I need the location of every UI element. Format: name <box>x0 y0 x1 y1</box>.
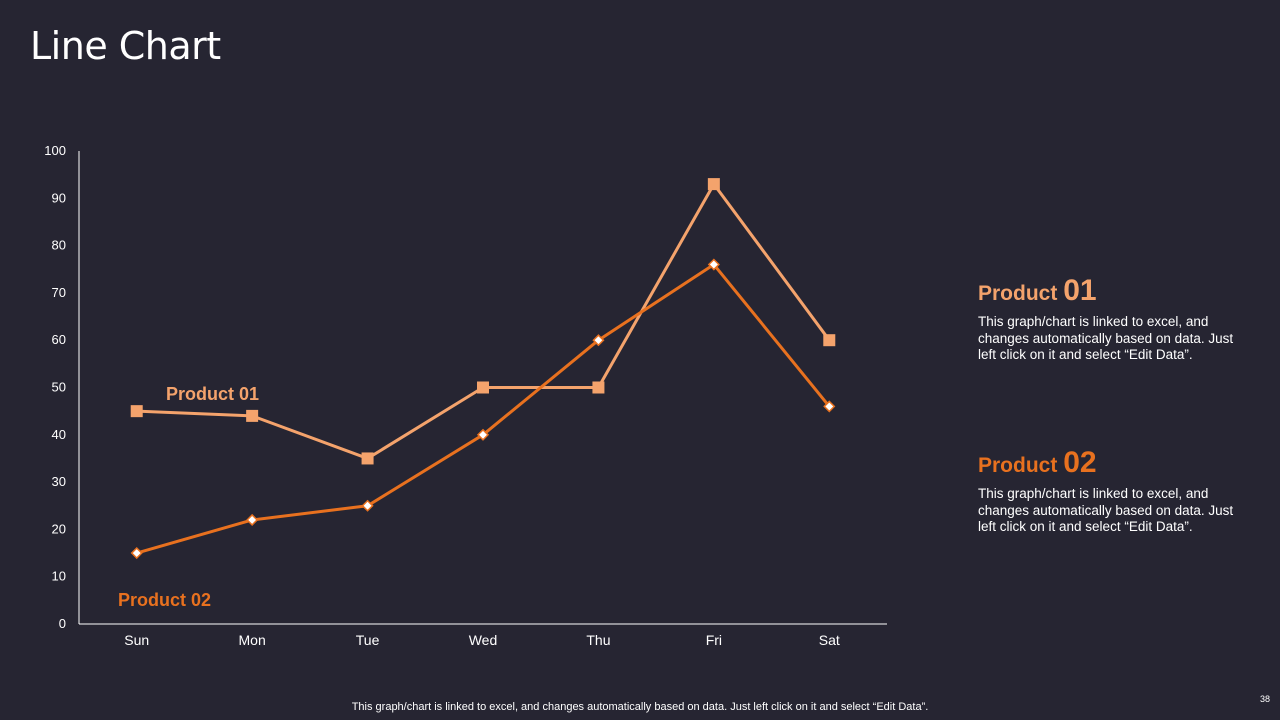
data-point-product-01 <box>823 334 836 347</box>
y-tick-label: 20 <box>52 521 66 536</box>
data-point-product-01 <box>130 405 143 418</box>
data-point-product-01 <box>361 452 374 465</box>
footer-note: This graph/chart is linked to excel, and… <box>351 701 929 713</box>
y-tick-label: 30 <box>52 474 66 489</box>
series-label-product-01: Product 01 <box>166 384 259 404</box>
series-line-product-01 <box>136 182 831 460</box>
y-tick-label: 80 <box>52 238 66 253</box>
slide-title: Line Chart <box>30 24 221 68</box>
y-tick-label: 50 <box>52 380 66 395</box>
legend-product-02-text: This graph/chart is linked to excel, and… <box>978 486 1234 534</box>
data-point-product-02 <box>361 499 374 512</box>
y-tick-label: 70 <box>52 285 66 300</box>
x-tick-label: Sat <box>819 632 840 648</box>
data-point-product-02 <box>592 334 605 347</box>
legend-product-02-number: 02 <box>1063 446 1097 479</box>
data-point-product-01 <box>477 381 489 394</box>
x-tick-label: Wed <box>469 632 498 648</box>
data-point-product-02 <box>130 546 143 560</box>
data-point-product-02 <box>707 258 720 271</box>
x-tick-label: Thu <box>586 632 610 648</box>
y-tick-label: 100 <box>44 143 66 158</box>
x-tick-label: Mon <box>239 632 266 648</box>
legend-product-02-heading: Product 02 <box>978 446 1248 480</box>
legend-product-01: Product 01 This graph/chart is linked to… <box>978 274 1248 364</box>
y-tick-label: 40 <box>52 427 66 442</box>
x-tick-label: Sun <box>124 632 149 648</box>
data-point-product-02 <box>476 428 490 441</box>
y-tick-label: 90 <box>52 190 66 205</box>
x-tick-label: Fri <box>706 632 722 648</box>
page-number: 38 <box>1259 694 1270 704</box>
data-point-product-01 <box>707 178 720 191</box>
data-point-product-01 <box>246 409 259 422</box>
data-point-product-02 <box>823 400 836 413</box>
y-tick-label: 60 <box>52 332 66 347</box>
legend-product-02: Product 02 This graph/chart is linked to… <box>978 446 1248 536</box>
legend-product-01-text: This graph/chart is linked to excel, and… <box>978 314 1234 362</box>
legend-product-01-heading: Product 01 <box>978 274 1248 308</box>
legend-product-01-number: 01 <box>1063 274 1097 307</box>
x-tick-label: Tue <box>356 632 380 648</box>
legend-product-01-name: Product <box>978 282 1058 305</box>
data-point-product-02 <box>246 513 259 527</box>
series-line-product-02 <box>136 263 831 555</box>
series-label-product-02: Product 02 <box>118 590 211 610</box>
legend-product-02-name: Product <box>978 454 1058 477</box>
y-tick-label: 0 <box>59 616 66 631</box>
y-tick-label: 10 <box>52 569 66 584</box>
data-point-product-01 <box>592 381 605 394</box>
